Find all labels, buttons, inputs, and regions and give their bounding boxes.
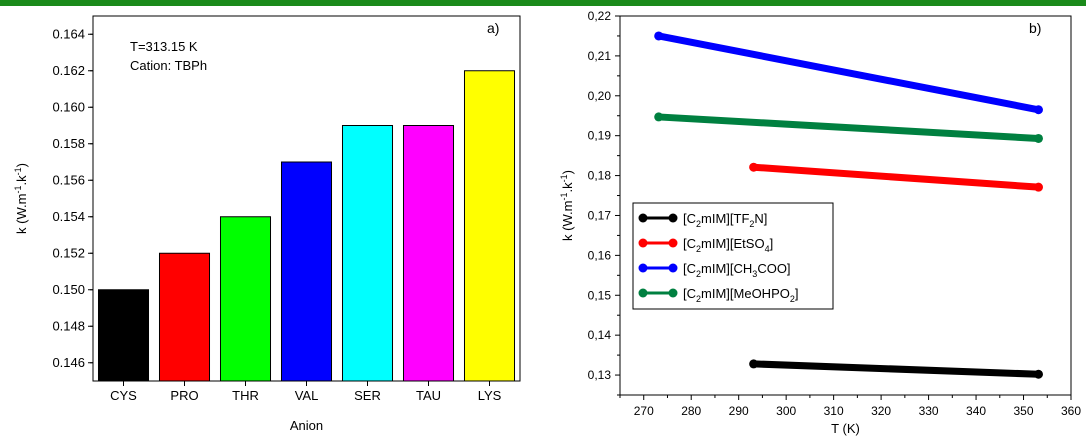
y-tick-label: 0,16 — [588, 248, 612, 262]
panel-a-label: a) — [487, 20, 499, 36]
legend-swatch-dot — [668, 213, 678, 223]
y-tick-label: 0,21 — [588, 49, 612, 63]
y-tick-label: 0.154 — [52, 209, 85, 224]
x-tick-label: 320 — [871, 404, 891, 418]
panel-a-annotation-cation: Cation: TBPh — [130, 58, 207, 73]
bar-ser — [341, 125, 394, 382]
y-tick-label: 0,22 — [588, 9, 612, 23]
series-line-0 — [750, 360, 1042, 378]
panel-b-y-ticks: 0,13 0,14 0,15 0,16 0,17 0,18 0,19 0,20 0,21 0,22 — [588, 9, 620, 396]
x-tick-label: 340 — [966, 404, 986, 418]
legend-swatch-dot — [668, 263, 678, 273]
series-point-1 — [1033, 182, 1043, 192]
y-tick-label: 0,19 — [588, 129, 612, 143]
bar-pro — [158, 252, 211, 382]
panel-a-x-axis-label: Anion — [290, 418, 323, 433]
panel-b: 0,13 0,14 0,15 0,16 0,17 0,18 0,19 0,20 0,21 0,22… — [559, 9, 1081, 436]
y-tick-label: 0,17 — [588, 208, 612, 222]
y-tick-label: 0.158 — [52, 136, 85, 151]
series-point-3 — [654, 112, 664, 122]
x-tick-label: 360 — [1061, 404, 1081, 418]
bar-lys — [463, 70, 516, 382]
x-tick-label: 290 — [729, 404, 749, 418]
series-line-1 — [750, 163, 1042, 191]
series-point-2 — [654, 31, 664, 41]
x-tick-label: CYS — [110, 388, 137, 403]
bar-thr — [219, 216, 272, 382]
legend-entry: [C2mIM][MeOHPO2] — [683, 286, 799, 304]
x-tick-label: TAU — [416, 388, 441, 403]
legend-swatch-dot — [638, 213, 648, 223]
panel-a-bars — [97, 70, 516, 382]
y-tick-label: 0.146 — [52, 355, 85, 370]
y-tick-label: 0,13 — [588, 368, 612, 382]
series-line-3 — [655, 113, 1042, 142]
y-tick-label: 0,20 — [588, 89, 612, 103]
top-accent-bar — [0, 0, 1086, 6]
x-tick-label: VAL — [295, 388, 319, 403]
x-tick-label: 280 — [681, 404, 701, 418]
panel-b-y-axis-label: k (W.m-1.k-1) — [559, 170, 575, 241]
y-tick-label: 0.152 — [52, 245, 85, 260]
x-tick-label: 300 — [776, 404, 796, 418]
x-tick-label: PRO — [170, 388, 198, 403]
panel-b-label: b) — [1029, 20, 1041, 36]
series-point-1 — [749, 162, 759, 172]
x-tick-label: 310 — [824, 404, 844, 418]
legend-swatch-dot — [638, 263, 648, 273]
panel-a-annotation-temperature: T=313.15 K — [130, 39, 198, 54]
legend-box — [632, 202, 834, 310]
bar-tau — [402, 125, 455, 382]
x-tick-label: 270 — [634, 404, 654, 418]
y-tick-label: 0.156 — [52, 172, 85, 187]
y-tick-label: 0.164 — [52, 26, 85, 41]
x-tick-label: SER — [354, 388, 381, 403]
legend-swatch-dot — [638, 238, 648, 248]
panel-b-plot-frame — [619, 15, 1072, 396]
x-tick-label: 330 — [919, 404, 939, 418]
legend-swatch-dot — [668, 238, 678, 248]
series-line-2 — [655, 32, 1042, 114]
bar-val — [280, 161, 333, 382]
panel-a: 0.146 0.148 0.150 0.152 0.154 0.156 0.158 0.160… — [13, 15, 521, 433]
x-tick-label: LYS — [478, 388, 502, 403]
y-tick-label: 0.148 — [52, 318, 85, 333]
series-point-0 — [1033, 369, 1043, 379]
series-point-2 — [1033, 105, 1043, 115]
y-tick-label: 0,14 — [588, 328, 612, 342]
panel-b-x-ticks: 270 280 290 300 310 320 330 340 350 360 — [619, 395, 1081, 418]
legend-swatch-dot — [638, 288, 648, 298]
legend-entry: [C2mIM][CH3COO] — [683, 261, 791, 279]
legend-swatch-dot — [668, 288, 678, 298]
panel-a-y-axis-label: k (W.m-1.k-1) — [13, 163, 29, 234]
panel-a-x-ticks: CYS PRO THR VAL SER TAU LYS — [110, 381, 502, 403]
legend-entry: [C2mIM][EtSO4] — [683, 236, 773, 254]
panel-b-legend: [C2mIM][TF2N] [C2mIM][EtSO4] [C2mIM][CH3CO… — [632, 202, 834, 310]
panel-a-y-ticks: 0.146 0.148 0.150 0.152 0.154 0.156 0.158 0.160… — [52, 26, 93, 370]
y-tick-label: 0,15 — [588, 288, 612, 302]
y-tick-label: 0.160 — [52, 99, 85, 114]
panel-b-x-axis-label: T (K) — [831, 421, 860, 436]
y-tick-label: 0,18 — [588, 169, 612, 183]
x-tick-label: THR — [232, 388, 259, 403]
bar-cys — [97, 289, 150, 382]
y-tick-label: 0.162 — [52, 63, 85, 78]
series-point-3 — [1033, 133, 1043, 143]
legend-entry: [C2mIM][TF2N] — [683, 211, 767, 229]
panel-b-series-lines — [654, 31, 1043, 379]
x-tick-label: 350 — [1014, 404, 1034, 418]
series-point-0 — [749, 359, 759, 369]
y-tick-label: 0.150 — [52, 282, 85, 297]
